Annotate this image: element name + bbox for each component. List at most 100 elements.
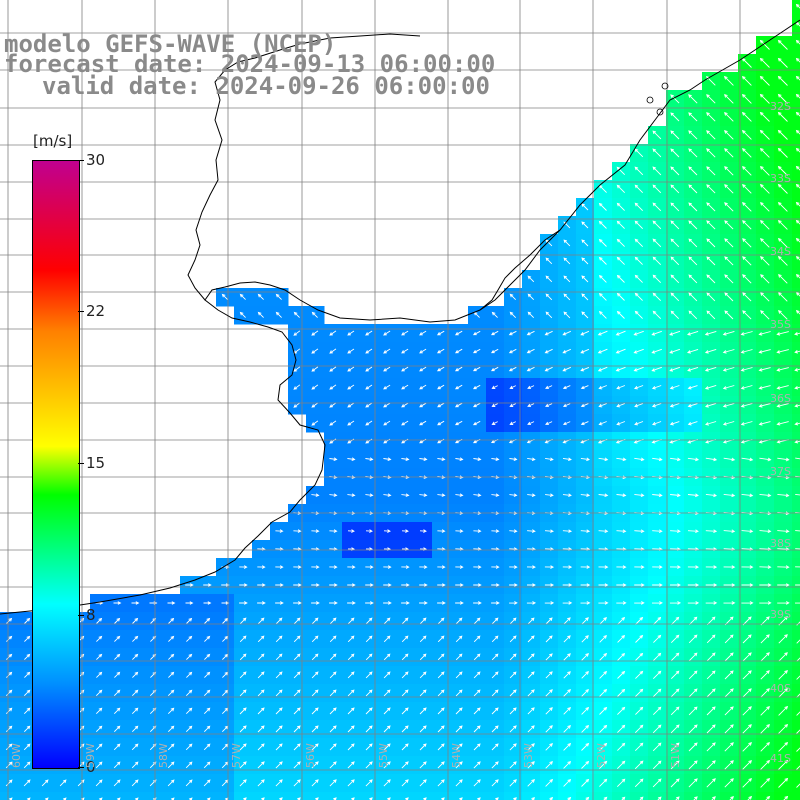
wind-arrow [669,330,681,336]
wind-arrow [777,147,788,158]
wind-arrow [329,348,337,354]
wind-arrow [436,330,445,336]
speed-cell [126,792,145,800]
wind-arrow [562,583,573,587]
wind-arrow [581,311,589,319]
wind-arrow [509,635,517,643]
wind-arrow [740,349,753,354]
wind-arrow [599,742,608,751]
wind-arrow [597,366,608,372]
wind-arrow [204,617,211,624]
wind-arrow [598,403,607,408]
wind-arrow [688,688,698,698]
wind-arrow [670,184,680,194]
wind-arrow [652,238,662,248]
wind-arrow [293,779,301,787]
wind-arrow [383,743,391,751]
wind-arrow [616,529,627,534]
wind-arrow [257,617,265,625]
wind-arrow [723,601,736,605]
wind-arrow [419,366,427,372]
wind-arrow [44,797,49,800]
wind-arrow [634,421,644,426]
wind-arrow [653,652,662,661]
wind-arrow [419,761,427,769]
wind-arrow [311,617,319,625]
wind-arrow [705,565,718,569]
wind-arrow [114,653,121,660]
wind-arrow [581,778,590,787]
wind-arrow [293,635,301,643]
wind-arrow [671,616,680,625]
wind-arrow [598,220,607,229]
wind-arrow [437,583,446,587]
speed-cell [396,792,415,800]
wind-arrow [365,402,373,408]
wind-arrow [778,777,789,788]
wind-arrow [5,689,13,697]
wind-arrow [747,795,753,800]
wind-arrow [669,385,680,390]
wind-arrow [293,529,302,533]
wind-arrow [96,653,103,660]
wind-arrow [113,689,121,697]
wind-arrow [777,111,788,122]
wind-arrow [329,761,337,769]
wind-arrow [652,202,662,212]
wind-arrow [527,493,536,498]
wind-arrow [168,671,175,678]
wind-arrow [617,724,626,733]
wind-arrow [545,617,553,625]
wind-arrow [562,421,571,426]
wind-arrow [580,348,590,354]
wind-arrow [545,743,553,751]
wind-arrow [598,292,607,301]
wind-arrow [6,671,13,678]
wind-arrow [795,39,800,45]
wind-arrow [795,493,800,496]
wind-arrow [796,639,800,644]
wind-arrow [635,688,644,697]
wind-arrow [401,689,409,697]
wind-arrow [329,330,337,336]
wind-arrow [455,689,463,697]
wind-arrow [437,635,445,643]
wind-arrow [365,457,374,462]
speed-cell [648,792,667,800]
wind-arrow [509,617,517,625]
wind-arrow [401,529,409,533]
wind-arrow [293,707,301,715]
wind-arrow [509,583,518,587]
wind-arrow [795,183,800,189]
wind-arrow [329,366,337,372]
wind-arrow [562,403,571,408]
speed-cell [324,792,343,800]
wind-arrow [527,743,535,751]
wind-arrow [401,493,410,497]
wind-arrow [491,707,499,715]
latitude-label: 34S [770,245,791,258]
wind-arrow [383,420,391,426]
wind-arrow [688,742,698,752]
wind-arrow [760,634,770,644]
wind-arrow [796,765,800,770]
wind-arrow [401,635,409,643]
wind-arrow [311,330,319,336]
wind-arrow [167,779,175,787]
wind-arrow [6,653,13,660]
latitude-label: 40S [770,682,791,695]
wind-arrow [275,743,283,751]
wind-arrow [437,779,445,787]
wind-arrow [580,457,590,462]
wind-arrow [740,421,753,426]
wind-arrow [455,565,464,569]
wind-arrow [634,238,644,248]
wind-arrow [704,366,717,372]
wind-arrow [598,385,607,390]
wind-arrow [473,583,482,587]
speed-cell [540,792,559,800]
wind-arrow [759,529,772,534]
speed-cell [792,306,800,325]
speed-cell [702,792,721,800]
wind-arrow [257,761,265,769]
